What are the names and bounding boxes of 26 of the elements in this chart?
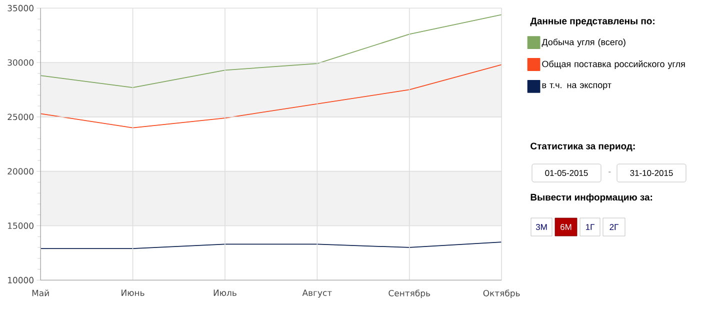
y-tick-label: 25000 (8, 114, 34, 120)
y-tick-label: 10000 (8, 276, 34, 284)
legend-title: Данные представлены по: (530, 18, 654, 26)
text: 01-05-2015 (545, 170, 588, 176)
y-tick-label: 35000 (8, 4, 34, 12)
text: 3М (536, 224, 547, 230)
text: 31-10-2015 (630, 170, 673, 176)
text: Статистика за период: (530, 142, 635, 152)
line-series (40, 14, 502, 88)
legend-label: Добыча угля (всего) (542, 38, 626, 48)
x-tick-label: Июль (214, 290, 236, 296)
y-tick-label: 15000 (8, 222, 34, 229)
y-tick-label: 30000 (8, 59, 34, 66)
text: 1Г (586, 224, 594, 230)
legend-label: в т.ч. на экспорт (542, 83, 612, 90)
line-series (40, 242, 502, 250)
x-tick-label: Август (302, 290, 332, 298)
text: 6М (560, 224, 572, 230)
x-tick-label: Май (32, 290, 49, 296)
x-tick-label: Сентябрь (388, 290, 430, 298)
text: Вывести информацию за: (530, 194, 652, 202)
x-tick-label: Октябрь (483, 290, 520, 298)
legend-label: Общая поставка российского угля (542, 60, 685, 69)
text: 2Г (610, 224, 618, 230)
y-tick-label: 20000 (8, 168, 34, 175)
x-tick-label: Июнь (122, 290, 144, 296)
